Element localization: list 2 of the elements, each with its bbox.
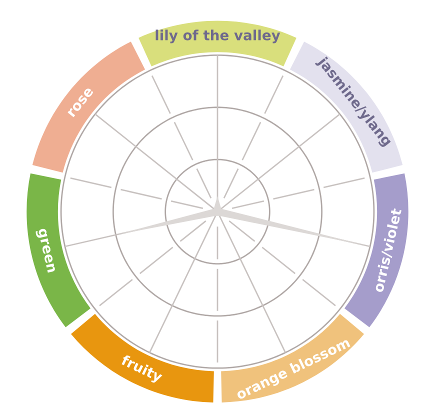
spoke-label: lily of the valley [156,30,280,44]
spoke-label: green [35,228,56,274]
